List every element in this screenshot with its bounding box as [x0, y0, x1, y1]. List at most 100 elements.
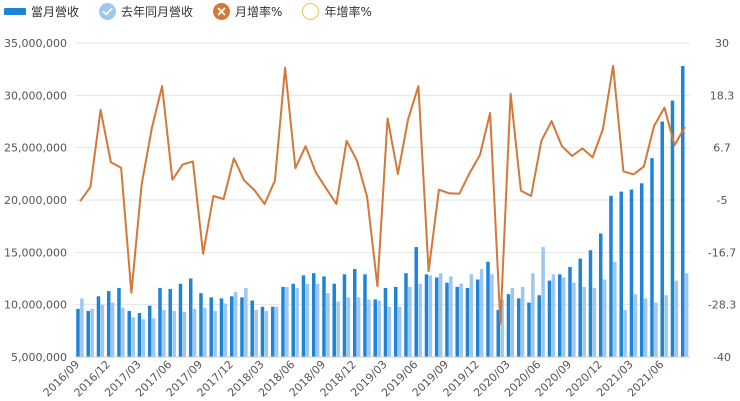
- bar-last-year-month: [121, 307, 125, 357]
- bar-current-month: [188, 278, 193, 357]
- bar-last-year-month: [459, 283, 463, 357]
- bar-current-month: [445, 282, 449, 357]
- bar-current-month: [547, 280, 552, 357]
- bar-last-year-month: [356, 297, 361, 357]
- bar-last-year-month: [633, 294, 638, 357]
- bar-current-month: [240, 297, 244, 357]
- bar-last-year-month: [110, 302, 115, 357]
- legend-item-last-year-revenue[interactable]: 去年同月營收: [99, 2, 194, 20]
- bar-current-month: [527, 302, 531, 357]
- bar-current-month: [568, 266, 572, 357]
- y-left-tick-label: 30,000,000: [4, 89, 67, 102]
- bar-current-month: [291, 283, 295, 357]
- bar-last-year-month: [80, 298, 84, 357]
- bar-last-year-month: [387, 306, 392, 357]
- legend-item-yoy-growth[interactable]: 年增率%: [302, 2, 372, 20]
- legend-item-monthly-revenue[interactable]: 當月營收: [4, 3, 79, 20]
- y-right-tick-label: 18.3: [710, 89, 735, 102]
- y-right-tick-label: 6.7: [713, 142, 731, 155]
- bar-last-year-month: [664, 295, 668, 357]
- bar-current-month: [516, 298, 521, 357]
- bar-last-year-month: [367, 299, 371, 357]
- bar-current-month: [670, 100, 675, 358]
- bar-last-year-month: [233, 292, 238, 357]
- bar-current-month: [76, 308, 80, 357]
- legend-label: 當月營收: [31, 4, 80, 19]
- bar-last-year-month: [90, 308, 94, 357]
- bar-current-month: [465, 287, 470, 357]
- circle-outline-icon: [302, 2, 320, 20]
- bar-current-month: [86, 310, 90, 357]
- bar-current-month: [352, 269, 357, 357]
- bar-current-month: [393, 286, 398, 357]
- bar-current-month: [660, 121, 664, 357]
- y-right-tick-label: -28.3: [708, 299, 736, 312]
- bar-last-year-month: [172, 310, 176, 357]
- bar-last-year-month: [192, 308, 197, 357]
- bar-last-year-month: [654, 302, 658, 357]
- legend-label: 去年同月營收: [121, 4, 194, 19]
- bar-current-month: [178, 283, 183, 357]
- bar-last-year-month: [438, 273, 443, 357]
- bar-current-month: [557, 274, 562, 357]
- bar-current-month: [137, 313, 142, 357]
- bar-last-year-month: [510, 287, 515, 357]
- bar-current-month: [639, 183, 644, 357]
- bar-last-year-month: [531, 273, 535, 357]
- bar-last-year-month: [264, 310, 269, 357]
- bar-current-month: [434, 277, 439, 357]
- bar-last-year-month: [602, 279, 607, 357]
- bar-last-year-month: [428, 275, 433, 357]
- y-right-tick-label: -40: [713, 351, 731, 364]
- bar-current-month: [168, 288, 172, 357]
- line-mom-growth: [79, 64, 686, 325]
- bar-current-month: [127, 310, 131, 357]
- bar-last-year-month: [326, 293, 330, 357]
- bar-current-month: [373, 299, 377, 357]
- bar-last-year-month: [141, 319, 146, 357]
- check-circle-icon: [99, 2, 117, 20]
- bar-last-year-month: [244, 287, 248, 357]
- bar-current-month: [424, 274, 429, 357]
- bar-last-year-month: [346, 297, 351, 357]
- bar-last-year-month: [295, 287, 299, 357]
- bar-current-month: [680, 66, 685, 357]
- bar-last-year-month: [182, 311, 187, 357]
- bar-current-month: [496, 309, 500, 357]
- bar-last-year-month: [305, 283, 310, 357]
- legend-item-mom-growth[interactable]: 月增率%: [213, 2, 282, 20]
- bar-last-year-month: [254, 309, 258, 357]
- bar-current-month: [404, 273, 408, 357]
- bar-current-month: [199, 293, 203, 357]
- y-left-tick-label: 25,000,000: [4, 142, 67, 155]
- bar-last-year-month: [582, 286, 586, 357]
- cross-circle-icon: [213, 2, 231, 20]
- bar-last-year-month: [643, 298, 648, 357]
- bar-current-month: [383, 287, 388, 357]
- bar-current-month: [209, 297, 213, 357]
- bar-last-year-month: [500, 299, 504, 357]
- bar-current-month: [455, 286, 459, 357]
- y-left-tick-label: 5,000,000: [11, 351, 67, 364]
- bar-last-year-month: [541, 247, 545, 357]
- bar-current-month: [260, 306, 265, 357]
- bar-current-month: [301, 275, 306, 357]
- bar-last-year-month: [100, 304, 105, 357]
- bar-current-month: [588, 250, 593, 357]
- y-left-tick-label: 20,000,000: [4, 194, 67, 207]
- bar-last-year-month: [418, 283, 422, 357]
- bar-last-year-month: [397, 306, 402, 357]
- bar-last-year-month: [151, 318, 156, 357]
- bar-current-month: [475, 279, 480, 357]
- y-right-tick-label: 30: [715, 37, 729, 50]
- bar-last-year-month: [315, 283, 320, 357]
- bar-current-month: [158, 287, 162, 357]
- bar-current-month: [598, 233, 603, 357]
- bar-current-month: [229, 296, 234, 357]
- bar-last-year-month: [285, 286, 289, 357]
- bar-last-year-month: [408, 286, 412, 357]
- bar-current-month: [578, 258, 582, 357]
- bar-last-year-month: [674, 280, 679, 357]
